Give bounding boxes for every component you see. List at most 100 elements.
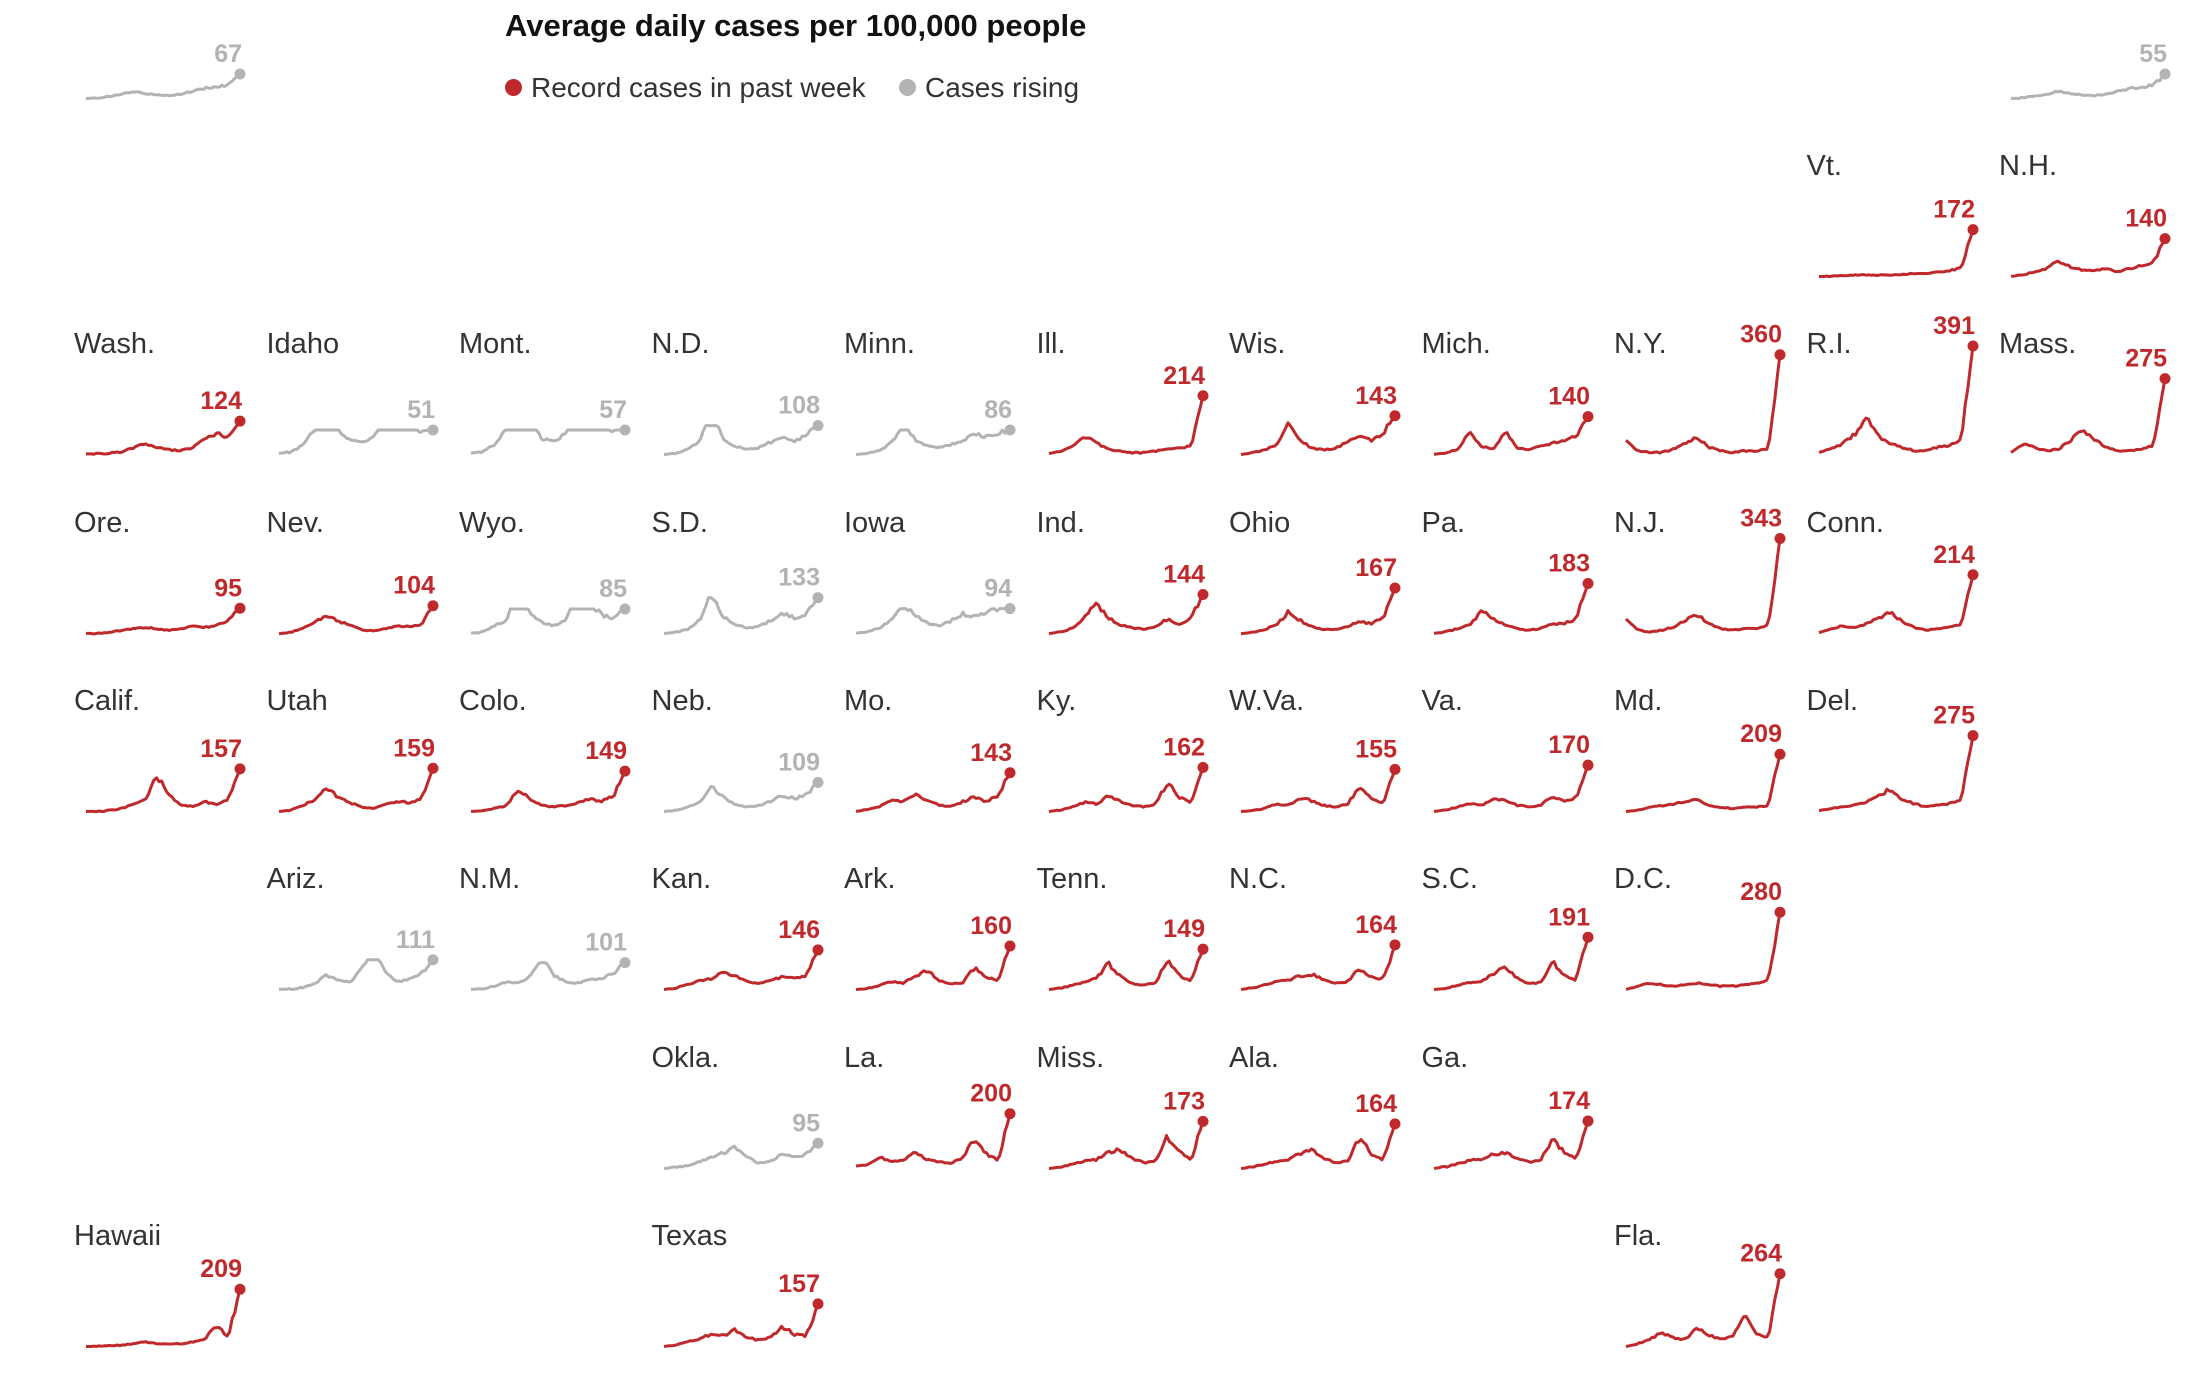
sparkline-nev: 104	[278, 571, 438, 635]
value-label-ill: 214	[1163, 362, 1205, 390]
series-line-hawaii	[86, 1288, 242, 1348]
series-line-mont	[470, 428, 625, 455]
series-line-calif	[86, 768, 242, 814]
endpoint-dot-us-0	[234, 68, 246, 80]
state-name-pa: Pa.	[1421, 506, 1466, 539]
chart-title: Average daily cases per 100,000 people	[505, 8, 1087, 43]
value-label-ohio: 167	[1355, 554, 1397, 582]
state-tile-vt: Vt. 172	[1807, 150, 1997, 328]
value-label-ky: 162	[1163, 733, 1205, 761]
endpoint-dot-del	[1967, 730, 1978, 742]
endpoint-dot-s-d	[812, 591, 823, 603]
series-line-nev	[278, 604, 434, 635]
series-line-la	[855, 1112, 1012, 1167]
value-label-wis: 143	[1355, 382, 1397, 410]
endpoint-dot-okla	[812, 1137, 823, 1149]
value-label-del: 275	[1933, 702, 1975, 730]
endpoint-dot-neb	[812, 776, 823, 788]
sparkline-ariz: 111	[278, 926, 438, 992]
state-tile-w-va: W.Va. 155	[1229, 685, 1419, 863]
state-tile-okla: Okla. 95	[652, 1042, 842, 1220]
state-tile-wyo: Wyo. 85	[459, 507, 649, 685]
series-line-ga	[1433, 1120, 1589, 1170]
sparkline-kan: 146	[663, 916, 823, 992]
series-line-md	[1625, 753, 1782, 813]
state-tile-n-h: N.H. 140	[1999, 150, 2189, 328]
endpoint-dot-n-j	[1774, 532, 1786, 544]
series-line-ark	[855, 945, 1012, 992]
series-line-idaho	[278, 428, 433, 456]
state-name-miss: Miss.	[1036, 1041, 1105, 1074]
state-name-fla: Fla.	[1614, 1219, 1663, 1252]
sparkline-us-1: 55	[2010, 40, 2171, 100]
state-tile-wash: Wash. 124	[74, 328, 264, 506]
value-label-ariz: 111	[396, 926, 435, 954]
sparkline-del: 275	[1818, 702, 1978, 812]
state-tile-n-y: N.Y. 360	[1614, 321, 1804, 506]
sparkline-ind: 144	[1048, 560, 1208, 635]
endpoint-dot-vt	[1967, 224, 1978, 236]
series-line-r-i	[1818, 346, 1974, 455]
endpoint-dot-d-c	[1774, 906, 1786, 918]
endpoint-dot-wis	[1389, 410, 1401, 422]
state-name-conn: Conn.	[1806, 506, 1884, 539]
value-label-w-va: 155	[1355, 735, 1397, 763]
value-label-idaho: 51	[407, 396, 435, 424]
value-label-wyo: 85	[599, 575, 627, 603]
value-label-md: 209	[1740, 720, 1782, 748]
series-line-wash	[86, 420, 242, 456]
state-tile-n-c: N.C. 164	[1229, 863, 1419, 1041]
endpoint-dot-ohio	[1389, 582, 1401, 594]
state-tile-utah: Utah 159	[267, 685, 457, 863]
state-tile-la: La. 200	[844, 1042, 1034, 1220]
series-line-n-m	[470, 961, 627, 992]
endpoint-dot-idaho	[427, 424, 438, 436]
sparkline-n-y: 360	[1625, 321, 1786, 455]
state-name-tenn: Tenn.	[1036, 863, 1108, 896]
endpoint-dot-kan	[812, 944, 823, 956]
state-name-n-y: N.Y.	[1614, 328, 1667, 361]
value-label-tenn: 149	[1163, 915, 1205, 943]
endpoint-dot-texas	[812, 1298, 823, 1310]
sparkline-okla: 95	[663, 1109, 823, 1170]
series-line-n-h	[2010, 237, 2167, 278]
state-name-n-j: N.J.	[1614, 506, 1666, 539]
sparkline-utah: 159	[278, 734, 438, 813]
endpoint-dot-n-m	[619, 957, 631, 969]
state-name-r-i: R.I.	[1806, 328, 1852, 361]
sparkline-md: 209	[1625, 720, 1786, 813]
value-label-r-i: 391	[1933, 312, 1975, 340]
series-line-pa	[1433, 582, 1589, 635]
endpoint-dot-tenn	[1197, 943, 1208, 955]
sparkline-n-j: 343	[1624, 504, 1786, 634]
sparkline-ky: 162	[1048, 733, 1208, 813]
value-label-conn: 214	[1933, 540, 1975, 568]
endpoint-dot-la	[1004, 1107, 1016, 1119]
series-line-colo	[470, 770, 627, 813]
series-line-ky	[1048, 766, 1204, 813]
value-label-s-d: 133	[778, 563, 820, 591]
series-line-w-va	[1240, 768, 1397, 813]
endpoint-dot-miss	[1197, 1115, 1208, 1127]
value-label-mass: 275	[2125, 345, 2167, 373]
endpoint-dot-calif	[234, 763, 246, 775]
sparkline-wis: 143	[1240, 382, 1401, 457]
sparkline-pa: 183	[1433, 549, 1593, 635]
state-tile-ark: Ark. 160	[844, 863, 1034, 1041]
state-tile-iowa: Iowa 94	[844, 507, 1034, 685]
value-label-n-c: 164	[1355, 911, 1397, 939]
endpoint-dot-ala	[1389, 1117, 1401, 1129]
series-line-fla	[1625, 1273, 1782, 1348]
state-name-texas: Texas	[651, 1219, 728, 1252]
endpoint-dot-ariz	[427, 954, 438, 966]
series-line-wis	[1240, 415, 1397, 457]
sparkline-wash: 124	[86, 387, 246, 456]
state-name-ind: Ind.	[1036, 506, 1085, 539]
value-label-nev: 104	[393, 571, 435, 599]
state-name-del: Del.	[1806, 684, 1859, 717]
state-tile-fla: Fla. 264	[1614, 1220, 1804, 1398]
sparkline-colo: 149	[470, 737, 631, 813]
value-label-neb: 109	[778, 748, 820, 776]
sparkline-miss: 173	[1048, 1087, 1208, 1170]
